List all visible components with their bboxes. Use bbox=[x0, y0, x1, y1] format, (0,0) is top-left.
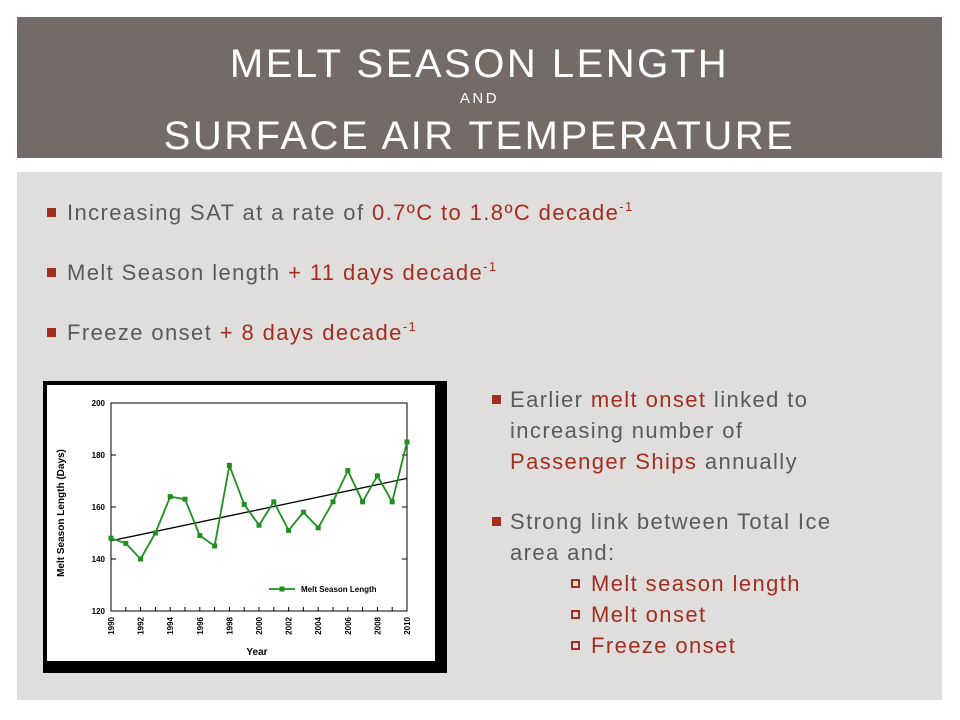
x-tick-label: 2000 bbox=[255, 616, 264, 634]
melt-season-chart: 120 140 160 180 200 1990 1992 1994 1996 1998 2000 2… bbox=[56, 399, 412, 658]
data-point bbox=[197, 533, 203, 539]
content-panel: Increasing SAT at a rate of 0.7ºC to 1.8… bbox=[17, 172, 942, 700]
data-point bbox=[389, 499, 395, 505]
side-text: area and: bbox=[510, 540, 616, 565]
side-bullet-melt-onset: Earlier melt onset linked to increasing … bbox=[492, 384, 932, 477]
data-point bbox=[315, 525, 321, 531]
chart-ylabel: Melt Season Length (Days) bbox=[56, 449, 67, 577]
plot-frame bbox=[110, 402, 408, 612]
sub-item-freeze-onset: Freeze onset bbox=[474, 630, 932, 661]
side-text: annually bbox=[697, 449, 798, 474]
data-point bbox=[138, 556, 144, 562]
side-text: linked to bbox=[706, 387, 809, 412]
chart-area: 120 140 160 180 200 1990 1992 1994 1996 1998 2000 2… bbox=[47, 385, 435, 661]
trend-line bbox=[110, 477, 408, 542]
side-text: increasing number of bbox=[510, 418, 744, 443]
data-point bbox=[374, 473, 380, 479]
sub-bullet-marker bbox=[571, 641, 580, 650]
x-tick-label: 1998 bbox=[225, 616, 234, 634]
x-tick-label: 1992 bbox=[137, 616, 146, 634]
bullet-sup: -1 bbox=[402, 318, 418, 334]
chart-frame: 120 140 160 180 200 1990 1992 1994 1996 1998 2000 2… bbox=[43, 381, 447, 673]
slide-title-line2: SURFACE AIR TEMPERATURE bbox=[163, 114, 796, 158]
y-tick-label: 120 bbox=[92, 607, 106, 616]
sub-item-label: Melt season length bbox=[591, 571, 801, 596]
x-tick-label: 2010 bbox=[403, 616, 412, 634]
sub-item-label: Melt onset bbox=[591, 602, 707, 627]
data-point bbox=[167, 494, 173, 500]
x-tick-label: 2002 bbox=[285, 616, 294, 634]
data-point bbox=[404, 439, 410, 445]
x-tick-label: 2004 bbox=[314, 616, 323, 634]
bullet-text: Freeze onset bbox=[67, 320, 220, 345]
bullet-marker bbox=[47, 267, 56, 277]
side-highlight: melt onset bbox=[590, 387, 707, 412]
data-point bbox=[123, 540, 129, 546]
x-tick-label: 2008 bbox=[373, 616, 382, 634]
data-point bbox=[271, 499, 277, 505]
y-tick-label: 160 bbox=[92, 503, 106, 512]
bullet-text: Increasing SAT at a rate of bbox=[67, 200, 372, 225]
sub-item-label: Freeze onset bbox=[591, 633, 737, 658]
y-tick-label: 200 bbox=[92, 399, 106, 408]
bullet-melt-season: Melt Season length + 11 days decade-1 bbox=[47, 258, 498, 288]
data-point bbox=[182, 496, 188, 502]
bullet-sat: Increasing SAT at a rate of 0.7ºC to 1.8… bbox=[47, 198, 634, 228]
bullet-highlight: + 8 days decade bbox=[219, 320, 403, 345]
data-point bbox=[286, 527, 292, 533]
side-highlight: Passenger Ships bbox=[510, 449, 698, 474]
y-tick-label: 140 bbox=[92, 555, 106, 564]
y-tick-label: 180 bbox=[92, 451, 106, 460]
legend-label: Melt Season Length bbox=[301, 585, 377, 594]
bullet-marker bbox=[492, 395, 501, 404]
sub-item-melt-season-length: Melt season length bbox=[474, 568, 932, 599]
bullet-marker bbox=[47, 207, 56, 217]
side-bullet-ice-area: Strong link between Total Ice area and: bbox=[492, 506, 932, 568]
x-tick-label: 1994 bbox=[166, 616, 175, 634]
title-bar: MELT SEASON LENGTH AND SURFACE AIR TEMPE… bbox=[17, 17, 942, 158]
legend-marker bbox=[279, 586, 285, 592]
sub-item-melt-onset: Melt onset bbox=[474, 599, 932, 630]
slide-title-line1: MELT SEASON LENGTH bbox=[229, 42, 730, 86]
bullet-freeze-onset: Freeze onset + 8 days decade-1 bbox=[47, 318, 417, 348]
side-text: Earlier bbox=[510, 387, 591, 412]
data-point bbox=[241, 501, 247, 507]
sub-bullet-marker bbox=[571, 610, 580, 619]
data-point bbox=[256, 522, 262, 528]
data-point bbox=[152, 530, 158, 536]
data-point bbox=[300, 509, 306, 515]
bullet-highlight: 0.7ºC to 1.8ºC decade bbox=[371, 200, 620, 225]
side-text: Strong link between Total Ice bbox=[510, 509, 832, 534]
data-point bbox=[345, 468, 351, 474]
bullet-marker bbox=[47, 327, 56, 337]
bullet-marker bbox=[492, 517, 501, 526]
x-tick-label: 1990 bbox=[107, 616, 116, 634]
x-tick-label: 2006 bbox=[344, 616, 353, 634]
bullet-sup: -1 bbox=[483, 258, 498, 274]
x-tick-label: 1996 bbox=[196, 616, 205, 634]
chart-xlabel: Year bbox=[246, 647, 267, 658]
bullet-sup: -1 bbox=[619, 198, 634, 214]
data-point bbox=[226, 462, 232, 468]
bullet-highlight: + 11 days decade bbox=[288, 260, 484, 285]
data-point bbox=[108, 535, 114, 541]
side-bullets: Earlier melt onset linked to increasing … bbox=[492, 384, 932, 661]
bullet-text: Melt Season length bbox=[67, 260, 289, 285]
data-point bbox=[330, 499, 336, 505]
slide-title-and: AND bbox=[459, 90, 500, 107]
data-point bbox=[360, 499, 366, 505]
sub-bullet-marker bbox=[571, 579, 580, 588]
data-point bbox=[212, 543, 218, 549]
